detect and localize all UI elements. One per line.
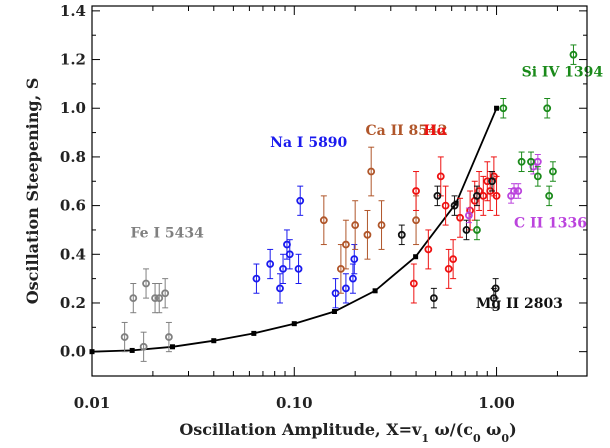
data-point [120, 333, 129, 341]
data-point [433, 191, 442, 200]
data-point [349, 274, 357, 283]
model-curve-marker [494, 105, 500, 111]
series-layer [120, 44, 578, 362]
y-tick-label: 0.0 [60, 343, 86, 361]
data-point [499, 104, 508, 113]
data-point [545, 191, 554, 200]
series-label-si-iv-1394: Si IV 1394 [522, 65, 604, 81]
model-curve-marker [251, 330, 257, 336]
data-point [473, 226, 481, 234]
model-curve-marker [129, 347, 135, 353]
data-point [377, 221, 386, 229]
series-label-fe-i-5434: Fe I 5434 [130, 225, 204, 241]
data-point [294, 264, 303, 273]
data-point [465, 211, 473, 220]
data-point [342, 284, 350, 293]
model-curve-marker [372, 288, 378, 294]
data-point [342, 240, 350, 249]
series-label-halpha: Hα [423, 123, 447, 139]
data-point [549, 167, 557, 176]
series-halpha [409, 156, 501, 304]
y-tick-label: 1.4 [60, 2, 86, 20]
data-point [543, 104, 552, 113]
data-point [449, 255, 458, 264]
x-tick-label: 0.01 [74, 394, 111, 412]
data-point [367, 167, 376, 176]
model-curve-marker [169, 344, 175, 350]
y-tick-label: 0.8 [60, 148, 86, 166]
data-point [444, 264, 453, 273]
data-point [129, 294, 138, 303]
data-point [450, 201, 459, 210]
data-point [462, 226, 471, 234]
data-point [569, 50, 578, 59]
data-point [252, 274, 261, 283]
data-point [473, 191, 481, 200]
data-point [527, 157, 535, 166]
x-tick-label: 1.00 [478, 394, 515, 412]
series-si-iv-1394 [473, 44, 578, 241]
model-curve-marker [211, 338, 217, 344]
series-ca-ii-8542 [319, 146, 420, 294]
data-point [363, 230, 372, 239]
x-axis-title: Oscillation Amplitude, X=v1 ω/(c0 ω0) [179, 420, 516, 445]
data-point [517, 157, 526, 166]
y-tick-label: 1.0 [60, 99, 86, 117]
data-point [351, 221, 360, 229]
data-point [296, 196, 305, 205]
data-point [285, 250, 294, 259]
data-point [488, 177, 496, 186]
y-axis-title: Oscillation Steepening, S [23, 78, 42, 305]
data-point [165, 333, 173, 341]
data-point [412, 216, 420, 225]
data-point [161, 289, 170, 298]
data-point [491, 284, 500, 293]
series-label-na-i-5890: Na I 5890 [270, 135, 347, 151]
data-point [436, 172, 445, 181]
data-point [266, 260, 275, 268]
data-point [424, 245, 433, 254]
model-curve-marker [413, 254, 419, 260]
series-mg-ii-2803 [397, 171, 500, 309]
axis-ticks: 0.0 0.2 0.4 0.6 0.8 1.0 1.2 1.4 0.01 0.10 1.00 [60, 2, 587, 412]
data-point [456, 213, 464, 222]
data-point [441, 201, 450, 210]
y-tick-label: 0.4 [60, 245, 86, 263]
x-tick-label: 0.10 [276, 394, 313, 412]
data-point [533, 172, 542, 181]
data-point [350, 255, 359, 264]
data-point [514, 187, 523, 195]
data-point [276, 284, 284, 293]
series-na-i-5890 [252, 185, 359, 309]
data-point [429, 294, 438, 303]
data-point [151, 294, 159, 303]
model-curve-marker [331, 308, 337, 314]
model-curve-marker [291, 321, 297, 327]
data-point [279, 264, 287, 273]
plot-frame [91, 5, 588, 377]
data-point [492, 191, 501, 200]
data-point [319, 216, 328, 225]
data-point [142, 279, 150, 288]
data-point [510, 187, 518, 195]
series-label-mg-ii-2803: Mg II 2803 [476, 296, 563, 312]
series-label-ca-ii-8542: Ca II 8542 [366, 123, 448, 139]
y-tick-label: 0.2 [60, 294, 86, 312]
data-point [139, 342, 148, 351]
data-point [155, 294, 164, 303]
data-point [409, 279, 418, 288]
data-point [412, 187, 420, 195]
y-tick-label: 0.6 [60, 197, 86, 215]
series-label-c-ii-1336: C II 1336 [514, 216, 587, 232]
series-fe-i-5434 [120, 268, 173, 362]
y-tick-label: 1.2 [60, 51, 86, 69]
data-point [397, 230, 406, 239]
